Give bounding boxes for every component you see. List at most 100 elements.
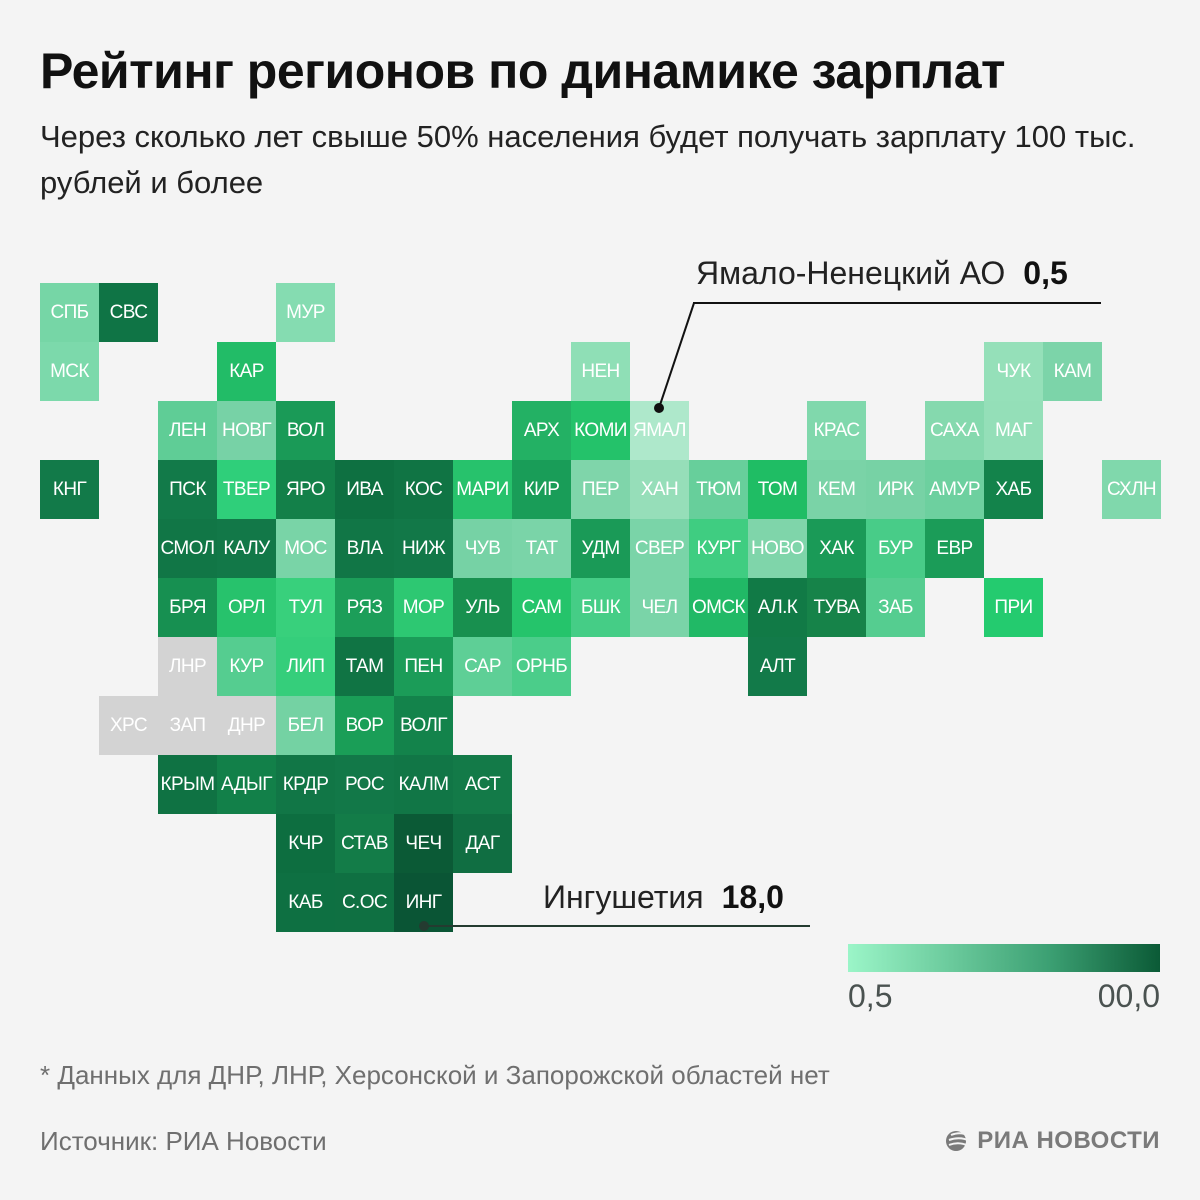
region-tile-С.ОС: С.ОС <box>335 873 394 932</box>
region-tile-ТОМ: ТОМ <box>748 460 807 519</box>
region-tile-ХАК: ХАК <box>807 519 866 578</box>
region-tile-МСК: МСК <box>40 342 99 401</box>
region-tile-ТАТ: ТАТ <box>512 519 571 578</box>
region-tile-ТУВА: ТУВА <box>807 578 866 637</box>
region-tile-НОВО: НОВО <box>748 519 807 578</box>
callout-yamal: Ямало-Ненецкий АО 0,5 <box>696 255 1068 292</box>
legend-max-label: 00,0 <box>1097 978 1160 1014</box>
region-tile-ХАН: ХАН <box>630 460 689 519</box>
region-tile-ЧЕЛ: ЧЕЛ <box>630 578 689 637</box>
page-subtitle: Через сколько лет свыше 50% населения бу… <box>40 119 1136 200</box>
region-tile-ХРС: ХРС <box>99 696 158 755</box>
region-tile-УЛЬ: УЛЬ <box>453 578 512 637</box>
region-tile-НОВГ: НОВГ <box>217 401 276 460</box>
region-tile-САМ: САМ <box>512 578 571 637</box>
region-tile-НЕН: НЕН <box>571 342 630 401</box>
region-tile-АДЫГ: АДЫГ <box>217 755 276 814</box>
legend-min-label: 0,5 <box>848 978 893 1014</box>
region-tile-ОРНБ: ОРНБ <box>512 637 571 696</box>
callout-ingushetia: Ингушетия 18,0 <box>543 879 784 916</box>
region-tile-КАЛУ: КАЛУ <box>217 519 276 578</box>
region-tile-САХА: САХА <box>925 401 984 460</box>
region-tile-СПБ: СПБ <box>40 283 99 342</box>
region-tile-КАР: КАР <box>217 342 276 401</box>
region-tile-КЕМ: КЕМ <box>807 460 866 519</box>
region-tile-РЯЗ: РЯЗ <box>335 578 394 637</box>
region-tile-ПЕР: ПЕР <box>571 460 630 519</box>
callout-yamal-line-diag <box>658 302 695 409</box>
region-tile-СВС: СВС <box>99 283 158 342</box>
region-tile-ДАГ: ДАГ <box>453 814 512 873</box>
region-tile-КРДР: КРДР <box>276 755 335 814</box>
callout-yamal-dot <box>654 403 664 413</box>
region-tile-МАРИ: МАРИ <box>453 460 512 519</box>
footnote: * Данных для ДНР, ЛНР, Херсонской и Запо… <box>40 1060 830 1090</box>
region-tile-КАМ: КАМ <box>1043 342 1102 401</box>
region-tile-ЛИП: ЛИП <box>276 637 335 696</box>
region-tile-ВОЛ: ВОЛ <box>276 401 335 460</box>
region-tile-ЧУВ: ЧУВ <box>453 519 512 578</box>
region-tile-ПЕН: ПЕН <box>394 637 453 696</box>
region-tile-РОС: РОС <box>335 755 394 814</box>
region-tile-МОР: МОР <box>394 578 453 637</box>
page-title: Рейтинг регионов по динамике зарплат <box>40 43 1005 99</box>
region-tile-АЛТ: АЛТ <box>748 637 807 696</box>
region-tile-УДМ: УДМ <box>571 519 630 578</box>
region-tile-ВОЛГ: ВОЛГ <box>394 696 453 755</box>
region-tile-КИР: КИР <box>512 460 571 519</box>
region-tile-ЯРО: ЯРО <box>276 460 335 519</box>
region-tile-ТАМ: ТАМ <box>335 637 394 696</box>
region-tile-ВОР: ВОР <box>335 696 394 755</box>
region-tile-ЕВР: ЕВР <box>925 519 984 578</box>
legend-color-bar <box>848 944 1160 972</box>
region-tile-ХАБ: ХАБ <box>984 460 1043 519</box>
region-tile-ДНР: ДНР <box>217 696 276 755</box>
region-tile-ЛЕН: ЛЕН <box>158 401 217 460</box>
ria-logo: РИА НОВОСТИ <box>945 1127 1160 1155</box>
region-tile-НИЖ: НИЖ <box>394 519 453 578</box>
region-tile-КОС: КОС <box>394 460 453 519</box>
callout-ingushetia-line <box>424 925 810 927</box>
region-tile-ТЮМ: ТЮМ <box>689 460 748 519</box>
region-tile-ОРЛ: ОРЛ <box>217 578 276 637</box>
region-tile-СВЕР: СВЕР <box>630 519 689 578</box>
region-tile-МАГ: МАГ <box>984 401 1043 460</box>
region-tile-АЛ.К: АЛ.К <box>748 578 807 637</box>
globe-logo-icon <box>946 1131 971 1151</box>
region-tile-АРХ: АРХ <box>512 401 571 460</box>
region-tile-КРАС: КРАС <box>807 401 866 460</box>
region-tile-ЧУК: ЧУК <box>984 342 1043 401</box>
region-tile-КУРГ: КУРГ <box>689 519 748 578</box>
region-tile-ТВЕР: ТВЕР <box>217 460 276 519</box>
callout-yamal-value: 0,5 <box>1023 255 1068 291</box>
region-tile-ПРИ: ПРИ <box>984 578 1043 637</box>
region-tile-КЧР: КЧР <box>276 814 335 873</box>
region-tile-КНГ: КНГ <box>40 460 99 519</box>
region-tile-ТУЛ: ТУЛ <box>276 578 335 637</box>
callout-ingushetia-dot <box>419 921 429 931</box>
callout-yamal-line-h <box>693 302 1101 304</box>
region-tile-АСТ: АСТ <box>453 755 512 814</box>
region-tile-КОМИ: КОМИ <box>571 401 630 460</box>
region-tile-СХЛН: СХЛН <box>1102 460 1161 519</box>
region-tile-ОМСК: ОМСК <box>689 578 748 637</box>
region-tile-КАБ: КАБ <box>276 873 335 932</box>
region-tile-САР: САР <box>453 637 512 696</box>
region-tile-ЛНР: ЛНР <box>158 637 217 696</box>
callout-ingushetia-value: 18,0 <box>721 879 784 915</box>
region-tile-ЧЕЧ: ЧЕЧ <box>394 814 453 873</box>
region-tile-ИРК: ИРК <box>866 460 925 519</box>
region-tile-ЗАБ: ЗАБ <box>866 578 925 637</box>
region-tile-ЗАП: ЗАП <box>158 696 217 755</box>
region-tile-МУР: МУР <box>276 283 335 342</box>
region-tile-АМУР: АМУР <box>925 460 984 519</box>
region-tile-ВЛА: ВЛА <box>335 519 394 578</box>
region-tile-КУР: КУР <box>217 637 276 696</box>
callout-yamal-name: Ямало-Ненецкий АО <box>696 255 1006 291</box>
region-tile-ПСК: ПСК <box>158 460 217 519</box>
region-tile-БШК: БШК <box>571 578 630 637</box>
logo-text: РИА НОВОСТИ <box>977 1127 1160 1154</box>
region-tile-ИВА: ИВА <box>335 460 394 519</box>
region-tile-СТАВ: СТАВ <box>335 814 394 873</box>
